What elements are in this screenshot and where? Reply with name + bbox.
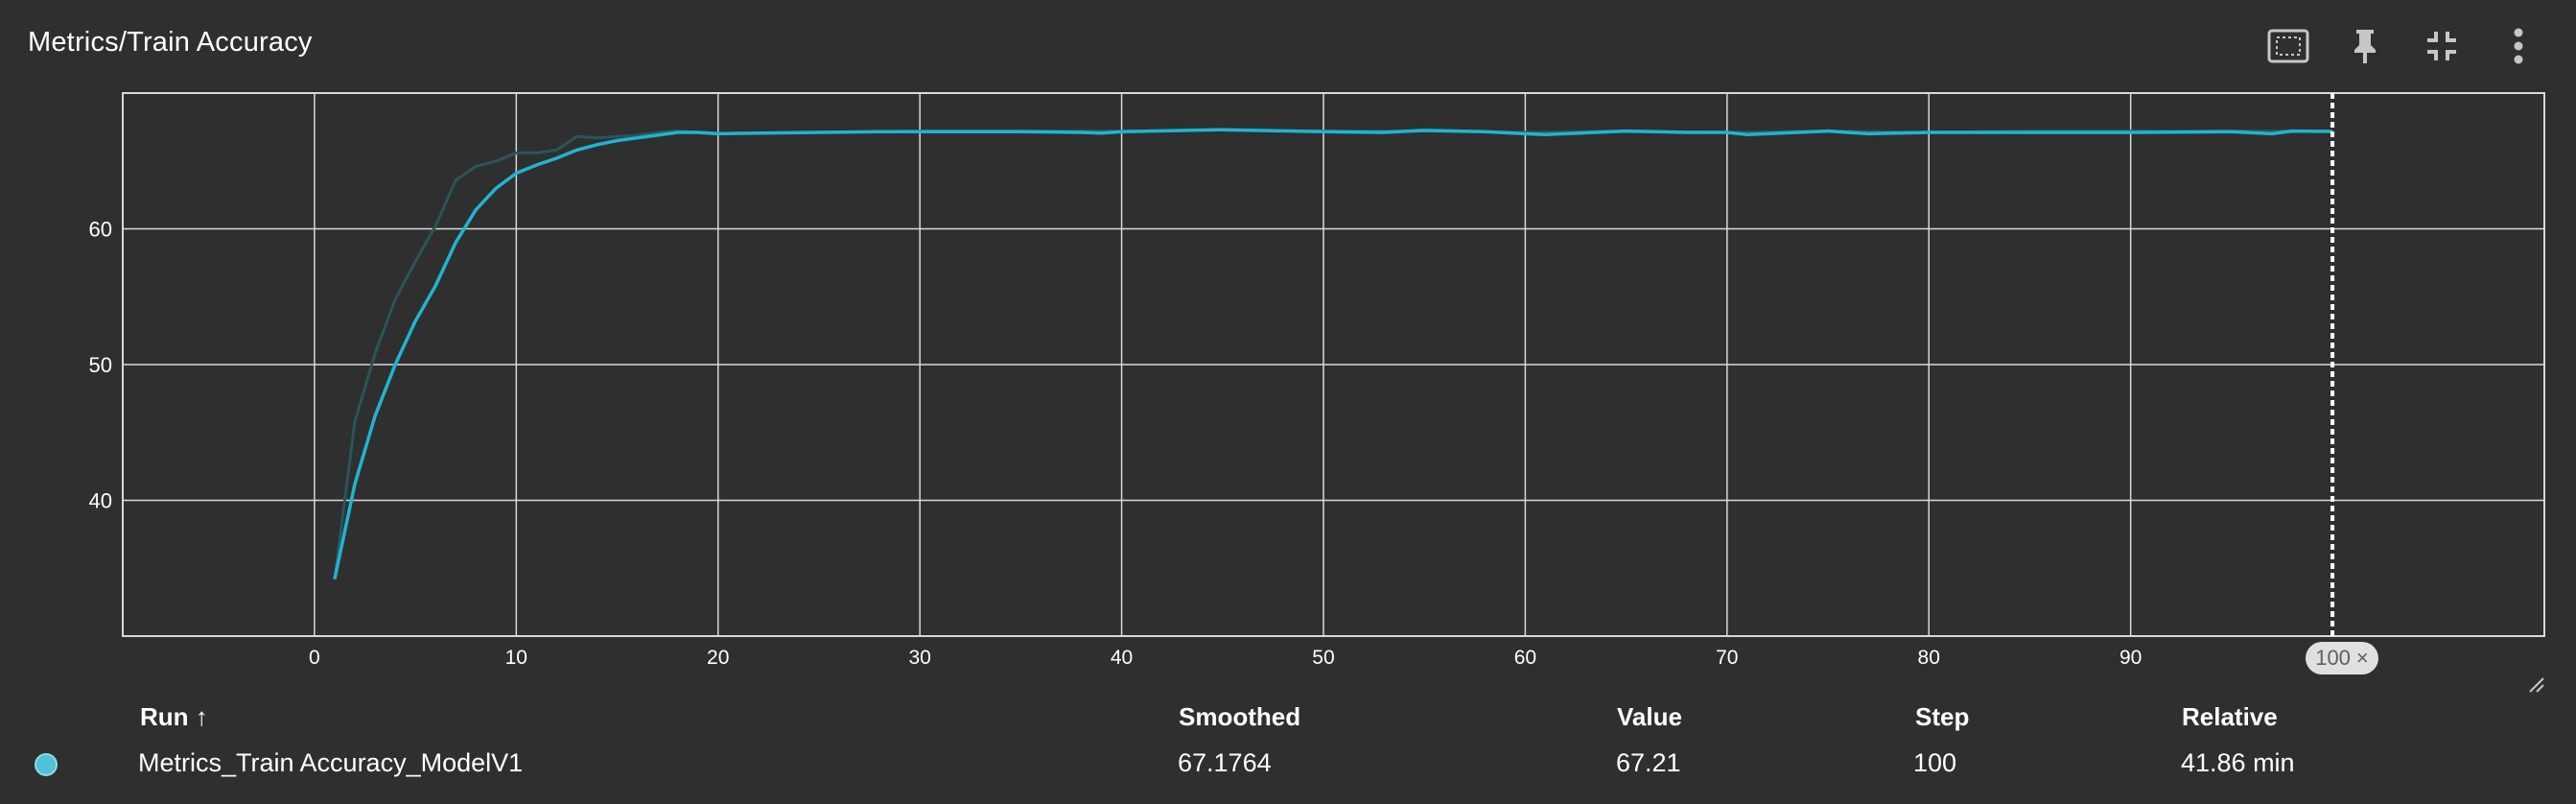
line-chart[interactable]: 0 10 20 30 40 50 60 70 80 90 40 50 60 bbox=[0, 0, 2576, 691]
column-header-relative[interactable]: Relative bbox=[2182, 702, 2278, 731]
column-header-run[interactable]: Run ↑ bbox=[140, 702, 208, 731]
resize-handle-icon[interactable] bbox=[2528, 676, 2545, 694]
collapse-button[interactable] bbox=[2413, 17, 2471, 75]
step-cell: 100 bbox=[1913, 748, 1957, 777]
fit-to-data-icon bbox=[2267, 29, 2309, 63]
close-icon[interactable]: × bbox=[2355, 646, 2369, 670]
x-tick-label: 30 bbox=[908, 647, 930, 669]
column-header-smoothed[interactable]: Smoothed bbox=[1179, 702, 1301, 731]
run-color-dot bbox=[35, 753, 58, 776]
more-options-button[interactable] bbox=[2490, 17, 2547, 75]
step-badge[interactable]: 100 × bbox=[2306, 642, 2378, 674]
column-header-value[interactable]: Value bbox=[1617, 702, 1682, 731]
pin-icon bbox=[2354, 30, 2376, 63]
x-tick-label: 60 bbox=[1514, 647, 1536, 669]
smoothed-cell: 67.1764 bbox=[1178, 748, 1272, 777]
card-title: Metrics/Train Accuracy bbox=[28, 27, 313, 58]
x-tick-label: 50 bbox=[1312, 647, 1334, 669]
x-tick-label: 90 bbox=[2119, 647, 2142, 669]
relative-cell: 41.86 min bbox=[2181, 748, 2295, 777]
y-tick-label: 40 bbox=[89, 489, 112, 513]
more-vert-icon bbox=[2514, 28, 2523, 64]
x-tick-label: 70 bbox=[1716, 647, 1738, 669]
fit-to-data-button[interactable] bbox=[2260, 17, 2317, 75]
x-tick-label: 80 bbox=[1918, 647, 1940, 669]
pin-button[interactable] bbox=[2336, 17, 2394, 75]
y-tick-label: 60 bbox=[89, 218, 112, 242]
value-cell: 67.21 bbox=[1616, 748, 1681, 777]
card-toolbar bbox=[2260, 17, 2576, 75]
y-tick-label: 50 bbox=[89, 353, 112, 377]
raw-series-line bbox=[333, 128, 2333, 579]
x-tick-label: 20 bbox=[707, 647, 729, 669]
run-data-table: Run ↑ Smoothed Value Step Relative Metri… bbox=[0, 691, 2576, 804]
step-badge-label: 100 bbox=[2315, 646, 2351, 670]
collapse-icon bbox=[2427, 32, 2456, 60]
column-header-step[interactable]: Step bbox=[1915, 702, 1970, 731]
smoothed-series-line bbox=[333, 128, 2333, 579]
x-tick-label: 10 bbox=[505, 647, 527, 669]
x-tick-label: 40 bbox=[1111, 647, 1133, 669]
run-name-cell: Metrics_Train Accuracy_ModelV1 bbox=[138, 748, 524, 777]
x-tick-label: 0 bbox=[309, 647, 320, 669]
